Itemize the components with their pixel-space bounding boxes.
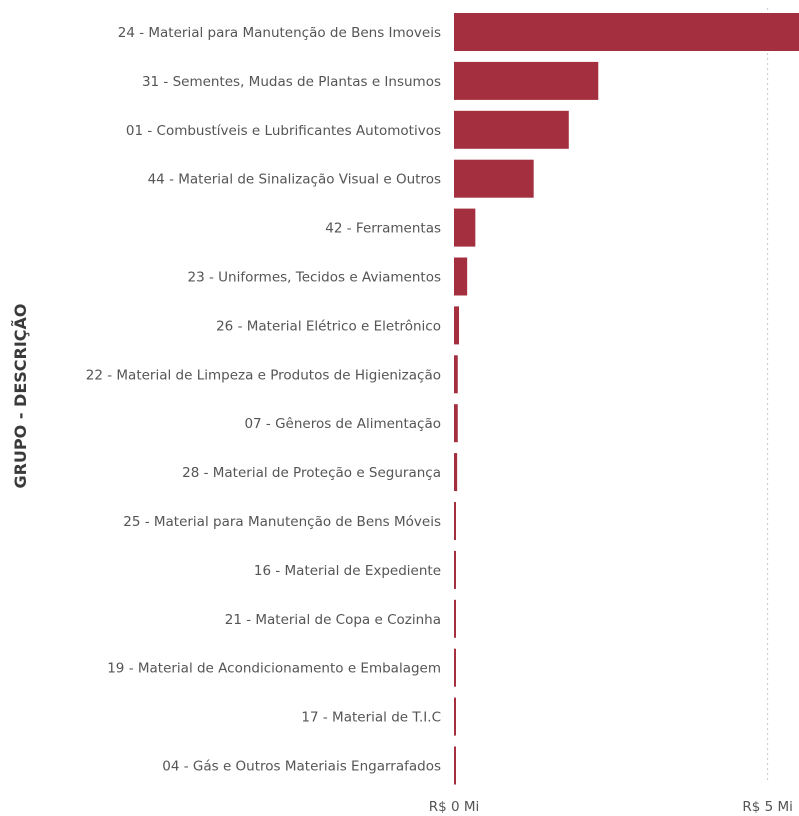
bar-12[interactable] <box>454 599 456 638</box>
bar-5[interactable] <box>454 257 468 296</box>
category-label-10: 25 - Material para Manutenção de Bens Mó… <box>123 514 441 530</box>
bars <box>454 13 799 785</box>
category-label-5: 23 - Uniformes, Tecidos e Aviamentos <box>188 270 441 286</box>
bar-6[interactable] <box>454 306 460 345</box>
category-labels: 24 - Material para Manutenção de Bens Im… <box>86 25 441 775</box>
category-label-8: 07 - Gêneros de Alimentação <box>244 416 441 432</box>
bar-9[interactable] <box>454 453 458 492</box>
category-label-2: 01 - Combustíveis e Lubrificantes Automo… <box>126 123 441 139</box>
bar-8[interactable] <box>454 404 458 443</box>
category-label-1: 31 - Sementes, Mudas de Plantas e Insumo… <box>142 74 441 90</box>
category-label-9: 28 - Material de Proteção e Segurança <box>182 465 441 481</box>
category-label-3: 44 - Material de Sinalização Visual e Ou… <box>148 172 441 188</box>
bar-3[interactable] <box>454 159 534 198</box>
bar-4[interactable] <box>454 208 476 247</box>
bar-0[interactable] <box>454 13 799 51</box>
x-axis-ticks: R$ 0 Mi R$ 5 Mi <box>429 799 793 815</box>
bar-1[interactable] <box>454 61 599 100</box>
bar-10[interactable] <box>454 502 456 540</box>
category-label-12: 21 - Material de Copa e Cozinha <box>225 612 441 628</box>
category-label-7: 22 - Material de Limpeza e Produtos de H… <box>86 367 441 383</box>
x-tick-label-1: R$ 5 Mi <box>742 799 793 815</box>
category-label-0: 24 - Material para Manutenção de Bens Im… <box>118 25 441 41</box>
bar-11[interactable] <box>454 550 456 589</box>
bar-15[interactable] <box>454 746 456 785</box>
bar-2[interactable] <box>454 110 569 149</box>
category-label-14: 17 - Material de T.I.C <box>301 710 441 726</box>
x-tick-label-0: R$ 0 Mi <box>429 799 480 815</box>
bar-7[interactable] <box>454 355 458 394</box>
category-label-13: 19 - Material de Acondicionamento e Emba… <box>107 661 441 677</box>
category-label-4: 42 - Ferramentas <box>325 221 441 237</box>
category-label-6: 26 - Material Elétrico e Eletrônico <box>216 318 441 334</box>
bar-14[interactable] <box>454 697 456 736</box>
y-axis-title: GRUPO - DESCRIÇÃO <box>11 303 30 488</box>
category-label-11: 16 - Material de Expediente <box>254 563 441 579</box>
category-label-15: 04 - Gás e Outros Materiais Engarrafados <box>162 759 441 775</box>
bar-13[interactable] <box>454 648 456 687</box>
